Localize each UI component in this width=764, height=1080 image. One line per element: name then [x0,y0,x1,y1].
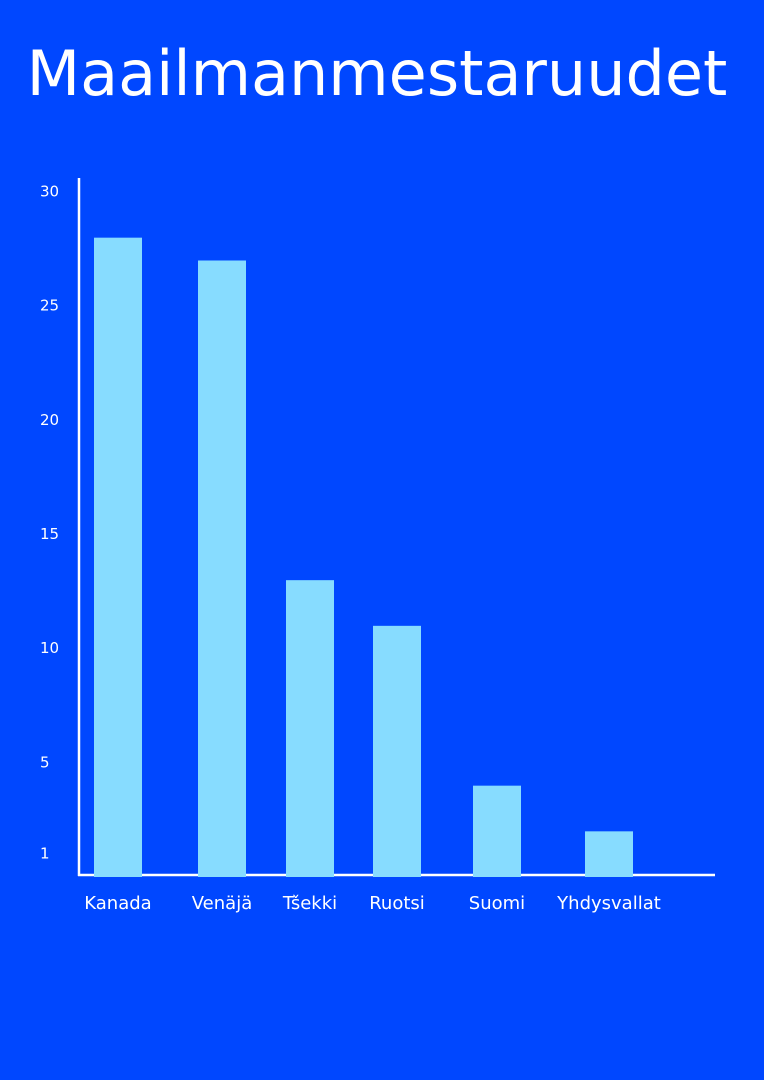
y-tick-label: 30 [40,183,59,201]
y-tick-label: 25 [40,297,59,315]
x-tick-label: Tšekki [282,893,337,914]
bar [473,785,521,877]
y-tick-label: 20 [40,411,59,429]
y-tick-label: 15 [40,525,59,543]
x-tick-label: Yhdysvallat [556,893,661,914]
x-tick-label: Suomi [469,893,525,914]
x-tick-label: Kanada [84,893,151,914]
bar [198,260,246,877]
bar [585,831,633,877]
y-tick-label: 1 [40,845,50,863]
bar [373,625,421,877]
bar [94,237,142,877]
x-tick-label: Venäjä [192,893,252,914]
x-tick-label: Ruotsi [369,893,425,914]
y-tick-label: 5 [40,753,50,771]
chart-title: Maailmanmestaruudet [27,37,728,110]
bar [286,580,334,877]
y-tick-label: 10 [40,639,59,657]
